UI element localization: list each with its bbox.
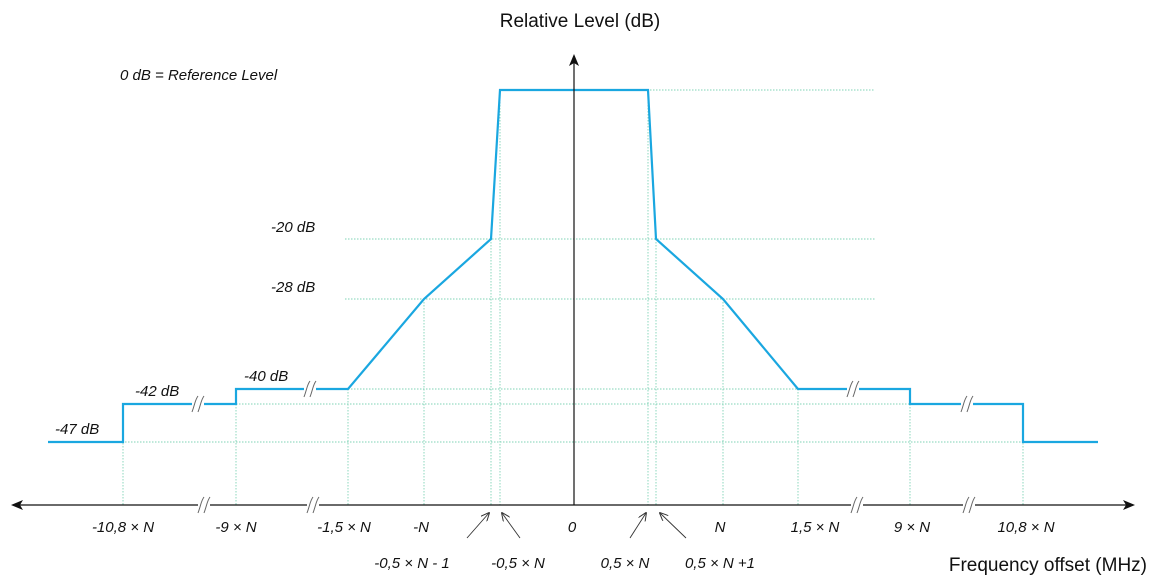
break-axis-3 bbox=[850, 496, 864, 514]
axis-break-symbols bbox=[191, 380, 976, 514]
x-tick-10-8n: 10,8 × N bbox=[997, 519, 1054, 536]
x-tick-neg-9n: -9 × N bbox=[215, 519, 256, 536]
level-label-20db: -20 dB bbox=[271, 219, 315, 236]
level-label-42db: -42 dB bbox=[135, 383, 179, 400]
x-tick-1-5n: 1,5 × N bbox=[791, 519, 840, 536]
y-axis-title: Relative Level (dB) bbox=[500, 11, 661, 32]
pointer-neg-half-n bbox=[502, 513, 521, 539]
pointer-neg-half-n-minus-1 bbox=[466, 513, 489, 539]
break-mask-4 bbox=[960, 395, 974, 413]
x-tick-n: N bbox=[715, 519, 726, 536]
pointer-half-n bbox=[629, 513, 646, 539]
vertical-gridlines bbox=[122, 90, 1024, 505]
x-tick-neg-1-5n: -1,5 × N bbox=[317, 519, 371, 536]
pointer-arrows bbox=[466, 513, 687, 539]
break-mask-3 bbox=[846, 380, 860, 398]
x-tick-neg-n: -N bbox=[413, 519, 429, 536]
break-mask-2 bbox=[303, 380, 317, 398]
pointer-label-neg-half-n: -0,5 × N bbox=[491, 555, 545, 572]
x-axis-title: Frequency offset (MHz) bbox=[949, 555, 1147, 576]
pointer-label-neg-half-n-minus-1: -0,5 × N - 1 bbox=[374, 555, 449, 572]
reference-level-label: 0 dB = Reference Level bbox=[120, 67, 278, 84]
level-label-28db: -28 dB bbox=[271, 279, 315, 296]
level-label-47db: -47 dB bbox=[55, 421, 99, 438]
break-axis-1 bbox=[197, 496, 211, 514]
level-label-40db: -40 dB bbox=[244, 368, 288, 385]
x-tick-zero: 0 bbox=[568, 519, 577, 536]
break-axis-4 bbox=[962, 496, 976, 514]
x-tick-neg-10-8n: -10,8 × N bbox=[92, 519, 154, 536]
pointer-half-n-plus-1 bbox=[660, 513, 687, 539]
break-axis-2 bbox=[306, 496, 320, 514]
x-tick-9n: 9 × N bbox=[894, 519, 930, 536]
break-mask-1 bbox=[191, 395, 205, 413]
pointer-label-half-n: 0,5 × N bbox=[601, 555, 650, 572]
pointer-label-half-n-plus-1: 0,5 × N +1 bbox=[685, 555, 755, 572]
